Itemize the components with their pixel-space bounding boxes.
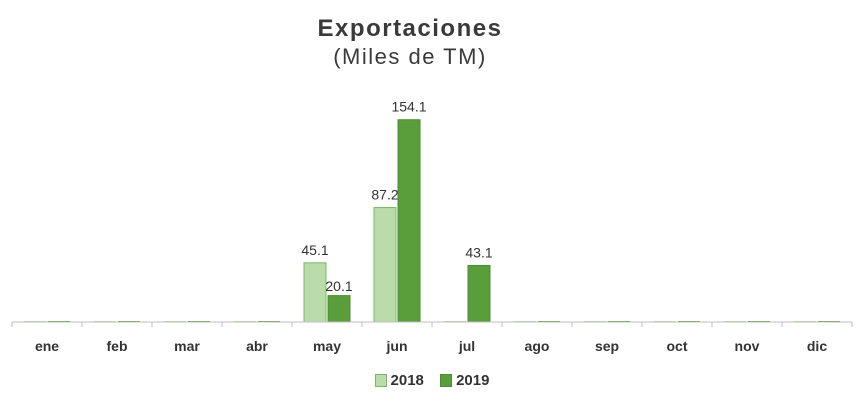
category-label-jul: jul (458, 338, 475, 354)
data-label-2019-may: 20.1 (325, 278, 352, 294)
category-label-may: may (313, 338, 341, 354)
category-label-jun: jun (386, 338, 408, 354)
bar-2018-jun (373, 207, 397, 323)
bar-2019-jul (467, 264, 491, 323)
bar-2019-may (327, 295, 351, 323)
data-label-2019-jul: 43.1 (465, 244, 492, 260)
category-label-sep: sep (595, 338, 619, 354)
chart-subtitle: (Miles de TM) (333, 44, 487, 69)
legend-item-2019: 2019 (440, 372, 489, 389)
legend-label-2019: 2019 (456, 372, 490, 389)
bar-2018-may (303, 262, 327, 323)
legend: 2018 2019 (0, 372, 864, 391)
data-label-2018-jun: 87.2 (371, 187, 398, 203)
category-label-nov: nov (735, 338, 760, 354)
category-label-mar: mar (174, 338, 200, 354)
data-label-2018-may: 45.1 (301, 242, 328, 258)
category-label-dic: dic (807, 338, 827, 354)
legend-label-2018: 2018 (390, 372, 424, 389)
category-label-ene: ene (35, 338, 59, 354)
category-label-oct: oct (667, 338, 688, 354)
data-label-2019-jun: 154.1 (391, 99, 426, 115)
bar-2019-jun (397, 119, 421, 323)
category-label-ago: ago (525, 338, 550, 354)
category-label-feb: feb (107, 338, 128, 354)
category-label-abr: abr (246, 338, 268, 354)
chart-title-block: Exportaciones (Miles de TM) (0, 14, 820, 70)
legend-item-2018: 2018 (374, 372, 424, 389)
legend-swatch-2018 (374, 374, 387, 387)
legend-swatch-2019 (440, 374, 453, 387)
chart-title: Exportaciones (317, 15, 503, 42)
